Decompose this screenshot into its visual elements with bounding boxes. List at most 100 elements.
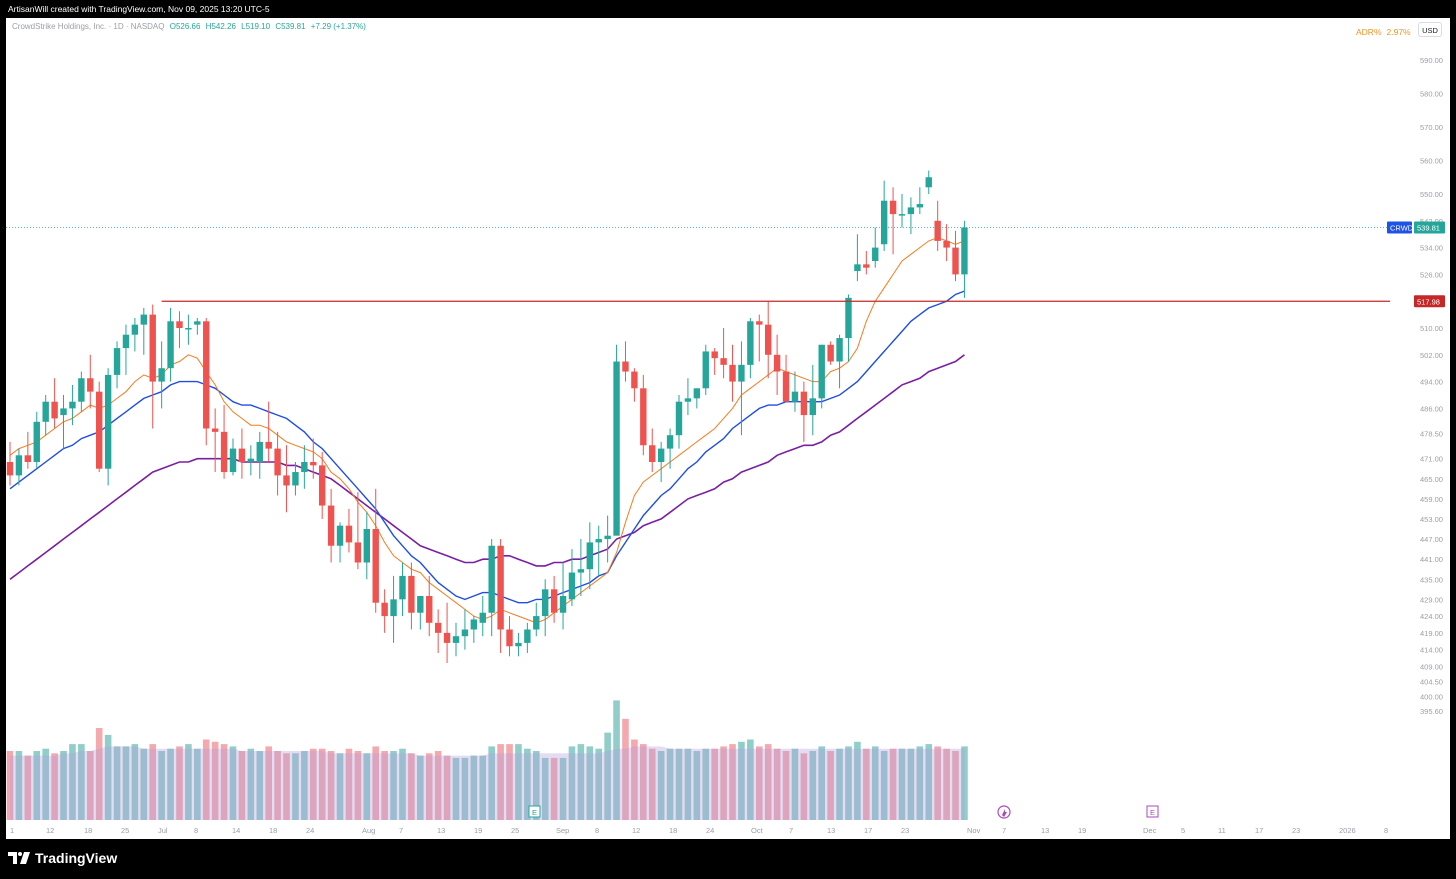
price-tick-label: 429.00 xyxy=(1420,595,1443,604)
candle-body xyxy=(470,619,478,630)
candle-body xyxy=(675,401,683,436)
price-axis-bg xyxy=(1390,18,1450,823)
candle-body xyxy=(506,629,513,647)
volume-bar xyxy=(33,751,41,820)
time-tick-label: 8 xyxy=(1384,826,1388,835)
volume-bar xyxy=(845,746,852,820)
candle-body xyxy=(158,368,165,382)
volume-bar xyxy=(15,751,23,820)
candle-body xyxy=(408,575,415,613)
volume-bar xyxy=(657,751,665,820)
volume-bar xyxy=(301,751,308,820)
time-tick-label: Aug xyxy=(362,826,375,835)
legend-close: C539.81 xyxy=(275,22,306,31)
candle-body xyxy=(479,612,486,623)
price-tag-symbol-bg xyxy=(1387,221,1412,234)
candle-body xyxy=(533,616,540,630)
volume-bar xyxy=(675,748,683,820)
brand-logo[interactable]: TradingView xyxy=(8,850,117,866)
price-tick-label: 395.60 xyxy=(1420,707,1443,716)
candle-body xyxy=(791,391,799,402)
price-tick-label: 465.00 xyxy=(1420,475,1443,484)
time-tick-label: Dec xyxy=(1143,826,1157,835)
candle-body xyxy=(6,462,14,476)
price-tick-label: 459.00 xyxy=(1420,495,1443,504)
candle-body xyxy=(809,398,816,416)
candle-body xyxy=(443,632,451,643)
volume-bar xyxy=(916,746,924,820)
time-tick-label: 7 xyxy=(399,826,403,835)
volume-bar xyxy=(60,751,67,820)
time-tick-label: 7 xyxy=(789,826,793,835)
volume-bar xyxy=(78,744,85,820)
volume-bar xyxy=(417,755,424,820)
volume-bar xyxy=(497,744,504,820)
price-tick-label: 419.00 xyxy=(1420,629,1443,638)
volume-bar xyxy=(568,746,576,820)
price-tick-label: 409.00 xyxy=(1420,662,1443,671)
time-tick-label: 1 xyxy=(10,826,14,835)
volume-bar xyxy=(809,751,817,820)
candle-body xyxy=(577,569,585,573)
candle-body xyxy=(140,314,147,325)
time-tick-label: 25 xyxy=(511,826,519,835)
adr-indicator: ADR% 2.97% xyxy=(1351,27,1411,37)
candle-body xyxy=(907,207,915,215)
volume-bar xyxy=(354,751,362,820)
candle-body xyxy=(925,177,932,188)
chart-canvas[interactable]: 590.00 580.00 570.00 560.00 550.00 542.00 534.… xyxy=(6,18,1450,839)
time-tick-label: 18 xyxy=(84,826,92,835)
time-tick-label: 13 xyxy=(437,826,445,835)
candle-body xyxy=(452,636,460,643)
volume-bar xyxy=(399,748,406,820)
volume-bar xyxy=(764,744,772,820)
legend-high: H542.26 xyxy=(205,22,236,31)
volume-bar xyxy=(336,753,344,820)
candle-body xyxy=(104,374,112,469)
volume-bar xyxy=(479,755,487,820)
candle-body xyxy=(274,448,281,476)
candle-body xyxy=(283,475,290,486)
candle-body xyxy=(211,428,219,432)
candle-body xyxy=(51,401,58,419)
time-tick-label: Sep xyxy=(556,826,569,835)
candle-body xyxy=(889,200,897,215)
volume-bar xyxy=(408,753,415,820)
time-tick-label: 14 xyxy=(232,826,240,835)
volume-bar xyxy=(800,753,808,820)
candle-body xyxy=(693,388,701,399)
volume-bar xyxy=(167,748,174,820)
volume-bar xyxy=(791,748,799,820)
volume-bar xyxy=(461,757,469,820)
candle-body xyxy=(149,314,156,382)
candle-body xyxy=(33,421,40,462)
time-tick-label: 25 xyxy=(121,826,129,835)
volume-bar xyxy=(6,751,14,820)
volume-bar xyxy=(140,748,148,820)
volume-bar xyxy=(577,744,585,820)
candle-body xyxy=(550,589,558,613)
candle-body xyxy=(595,539,602,543)
volume-bar xyxy=(318,748,326,820)
volume-bar xyxy=(550,757,558,820)
candle-body xyxy=(167,321,174,369)
candle-body xyxy=(301,462,308,473)
candle-body xyxy=(943,240,950,248)
candle-body xyxy=(345,525,353,543)
candle-body xyxy=(461,629,469,637)
time-axis-bg xyxy=(6,823,1450,839)
volume-bar xyxy=(604,732,611,820)
volume-bar xyxy=(925,744,933,820)
level-tag-value: 517.98 xyxy=(1417,297,1440,306)
candle-body xyxy=(747,321,754,365)
volume-bar xyxy=(640,744,647,820)
volume-bar xyxy=(292,753,299,820)
legend-symbol: CrowdStrike Holdings, Inc. · 1D · NASDAQ xyxy=(12,22,165,31)
price-tag-symbol: CRWD xyxy=(1390,224,1414,233)
price-tick-label: 435.00 xyxy=(1420,575,1443,584)
candle-body xyxy=(247,458,255,462)
volume-bar xyxy=(274,751,281,820)
volume-bar xyxy=(889,748,897,820)
time-tick-label: 24 xyxy=(306,826,314,835)
currency-button[interactable]: USD xyxy=(1418,22,1442,37)
